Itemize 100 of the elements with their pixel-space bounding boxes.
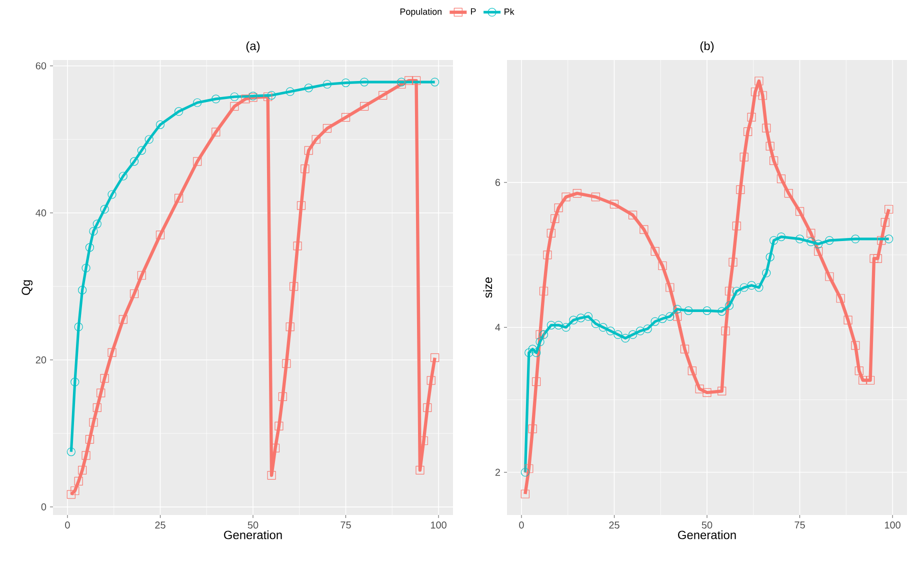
point xyxy=(550,214,560,223)
point xyxy=(554,204,563,212)
y-tick-label: 2 xyxy=(495,468,500,476)
point xyxy=(82,264,90,272)
x-axis-title: Generation xyxy=(224,530,282,540)
point xyxy=(650,246,660,256)
point xyxy=(416,466,424,474)
point xyxy=(118,315,128,324)
point xyxy=(770,156,778,166)
point xyxy=(702,306,712,315)
point xyxy=(825,236,834,245)
point xyxy=(278,392,287,401)
point xyxy=(650,317,660,326)
point xyxy=(130,289,139,298)
point xyxy=(212,94,220,104)
point xyxy=(766,142,774,151)
point xyxy=(724,301,734,310)
x-tick-label: 100 xyxy=(884,522,900,529)
point xyxy=(673,304,682,314)
point xyxy=(747,281,756,290)
point xyxy=(85,434,94,444)
point xyxy=(718,307,726,316)
point xyxy=(174,107,184,116)
point xyxy=(684,306,693,315)
point xyxy=(137,146,146,155)
point xyxy=(584,312,593,321)
point xyxy=(610,200,619,208)
point xyxy=(130,157,139,166)
point xyxy=(870,254,878,263)
point xyxy=(108,190,116,199)
point xyxy=(74,322,83,332)
point xyxy=(614,330,622,339)
point xyxy=(397,78,406,86)
point xyxy=(536,338,544,346)
point xyxy=(341,78,350,88)
x-tick-label: 75 xyxy=(794,522,805,528)
point xyxy=(695,384,704,394)
point xyxy=(66,447,76,456)
point xyxy=(322,124,332,133)
y-tick-label: 60 xyxy=(36,62,46,70)
point xyxy=(520,468,530,477)
point xyxy=(100,374,109,383)
point xyxy=(740,152,748,162)
point xyxy=(304,146,313,155)
point xyxy=(851,341,860,350)
point xyxy=(524,464,534,473)
point xyxy=(539,330,548,339)
point xyxy=(880,218,890,227)
point xyxy=(520,490,530,498)
point xyxy=(851,234,860,244)
point xyxy=(621,334,630,343)
point xyxy=(539,286,548,296)
point xyxy=(576,314,586,322)
point xyxy=(877,236,886,245)
point xyxy=(554,320,563,330)
point xyxy=(754,283,764,292)
point xyxy=(100,204,109,214)
y-axis-title: size xyxy=(483,277,492,298)
point xyxy=(736,185,745,194)
point xyxy=(844,316,852,324)
point xyxy=(825,272,834,281)
x-tick-label: 25 xyxy=(609,522,620,529)
point xyxy=(230,102,239,111)
x-tick-label: 25 xyxy=(155,522,166,529)
point xyxy=(264,92,272,102)
y-axis-title: Qg xyxy=(22,280,33,295)
point xyxy=(430,353,440,362)
point xyxy=(546,320,556,330)
point xyxy=(776,232,786,242)
point xyxy=(569,316,578,324)
x-tick-label: 50 xyxy=(248,522,258,529)
point xyxy=(286,87,294,96)
point xyxy=(96,388,106,398)
point xyxy=(241,94,250,104)
point xyxy=(118,172,128,180)
point xyxy=(884,234,894,244)
point xyxy=(688,366,696,376)
x-tick-label: 75 xyxy=(340,522,351,528)
point xyxy=(643,324,652,334)
y-tick-label: 20 xyxy=(36,356,46,364)
point xyxy=(606,326,615,336)
point xyxy=(341,113,350,122)
point xyxy=(806,238,816,246)
point xyxy=(795,207,804,216)
legend-label: Pk xyxy=(504,8,514,15)
point xyxy=(82,451,90,460)
x-axis-title: Generation xyxy=(678,530,736,540)
point xyxy=(137,271,146,280)
point xyxy=(293,242,302,250)
point xyxy=(543,250,552,260)
point xyxy=(732,222,741,230)
point xyxy=(591,192,600,202)
point xyxy=(404,76,414,85)
point xyxy=(628,330,638,339)
x-tick-label: 0 xyxy=(65,522,70,529)
point xyxy=(70,486,80,496)
point xyxy=(156,230,165,240)
point xyxy=(212,128,220,136)
point xyxy=(546,228,556,238)
point xyxy=(78,286,87,294)
